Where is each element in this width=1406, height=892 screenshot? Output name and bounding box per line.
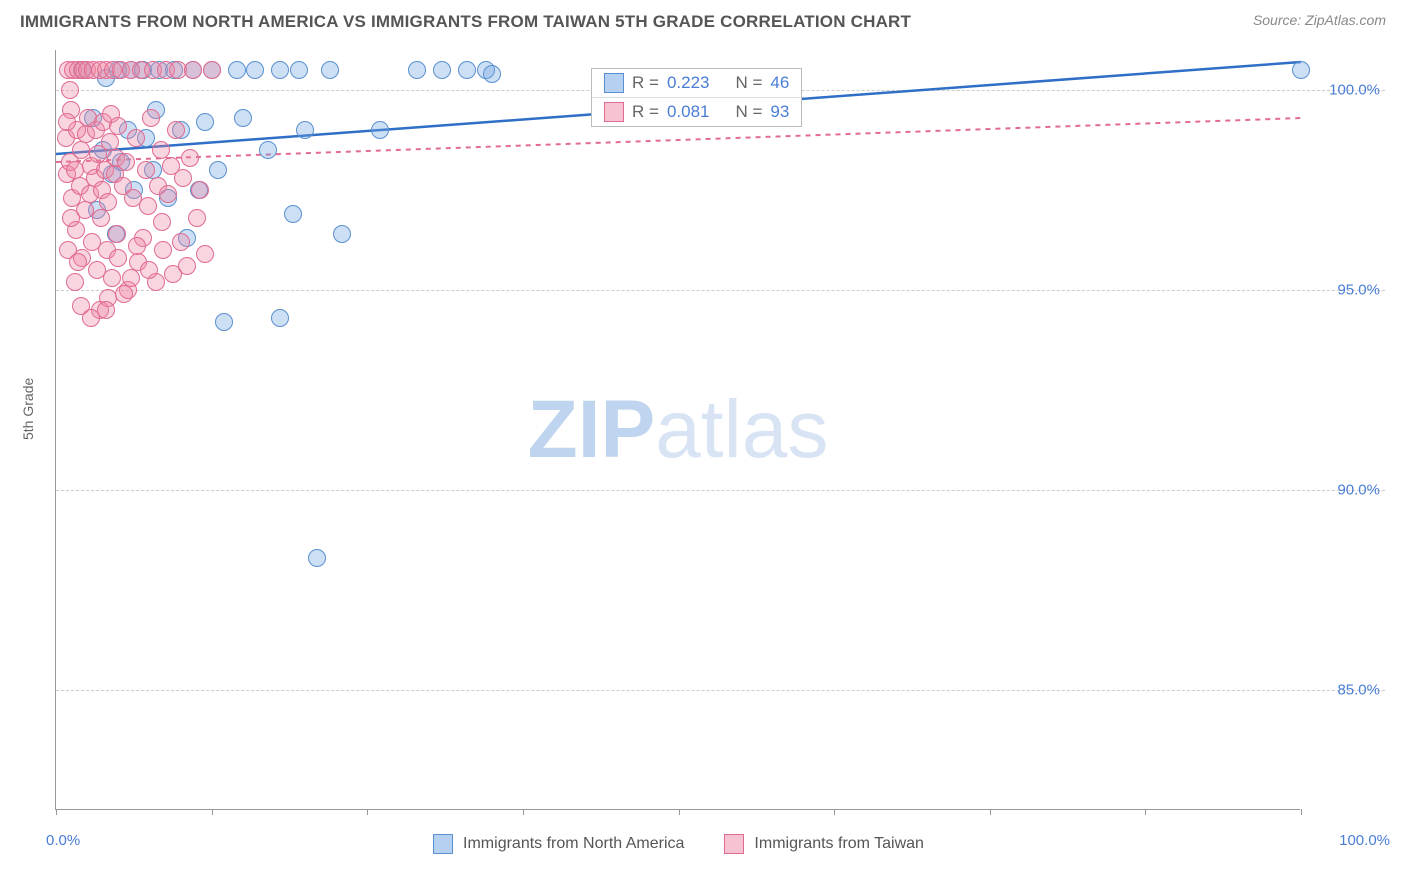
plot-container: ZIPatlas 85.0%90.0%95.0%100.0% R = 0.223…	[55, 50, 1385, 810]
r-value: 0.081	[667, 102, 710, 122]
y-tick-label: 95.0%	[1337, 282, 1380, 299]
legend-item-series2: Immigrants from Taiwan	[724, 834, 924, 854]
n-value: 46	[770, 73, 789, 93]
n-label: N =	[735, 73, 762, 93]
x-max-label: 100.0%	[1339, 832, 1390, 849]
series-legend: Immigrants from North America Immigrants…	[56, 834, 1301, 854]
legend-label: Immigrants from Taiwan	[754, 835, 924, 853]
y-tick-label: 85.0%	[1337, 682, 1380, 699]
trend-lines	[56, 50, 1301, 810]
legend-row-series2: R = 0.081 N = 93	[592, 98, 801, 126]
r-label: R =	[632, 102, 659, 122]
swatch-icon	[724, 834, 744, 854]
swatch-icon	[604, 102, 624, 122]
y-axis-title: 5th Grade	[20, 378, 36, 440]
legend-row-series1: R = 0.223 N = 46	[592, 69, 801, 98]
chart-title: IMMIGRANTS FROM NORTH AMERICA VS IMMIGRA…	[20, 12, 911, 32]
r-label: R =	[632, 73, 659, 93]
source-label: Source: ZipAtlas.com	[1253, 12, 1386, 28]
swatch-icon	[604, 73, 624, 93]
r-value: 0.223	[667, 73, 710, 93]
y-tick-label: 90.0%	[1337, 482, 1380, 499]
legend-item-series1: Immigrants from North America	[433, 834, 684, 854]
swatch-icon	[433, 834, 453, 854]
legend-label: Immigrants from North America	[463, 835, 684, 853]
correlation-legend: R = 0.223 N = 46 R = 0.081 N = 93	[591, 68, 802, 127]
n-label: N =	[735, 102, 762, 122]
n-value: 93	[770, 102, 789, 122]
plot-area: ZIPatlas 85.0%90.0%95.0%100.0% R = 0.223…	[55, 50, 1300, 810]
y-tick-label: 100.0%	[1329, 82, 1380, 99]
